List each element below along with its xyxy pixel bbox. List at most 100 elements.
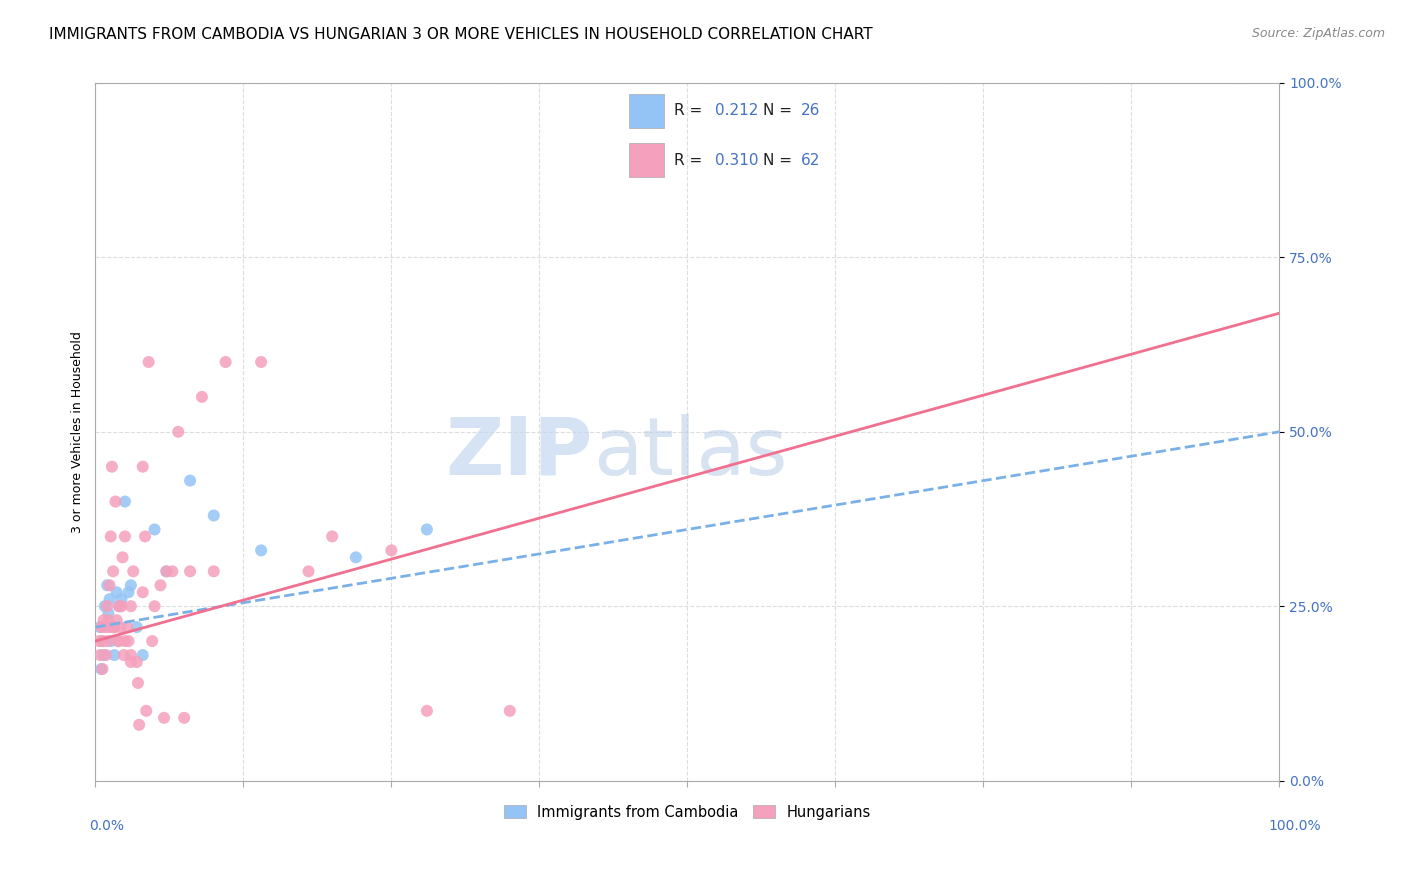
Point (132, 459, 155, 474)
Point (93, 613, 115, 627)
Point (297, 564, 319, 578)
Point (120, 599, 142, 614)
Point (91, 634, 114, 648)
Point (110, 620, 132, 634)
Point (132, 585, 155, 599)
Point (127, 676, 149, 690)
Point (117, 585, 139, 599)
Point (149, 578, 172, 592)
Point (132, 648, 155, 662)
Point (162, 564, 184, 578)
Point (416, 523, 439, 537)
Point (101, 564, 124, 578)
Point (111, 550, 134, 565)
Point (100, 529, 122, 543)
Point (120, 648, 142, 662)
Point (97, 613, 120, 627)
Point (101, 459, 124, 474)
Point (155, 564, 177, 578)
Point (344, 550, 367, 565)
Text: Source: ZipAtlas.com: Source: ZipAtlas.com (1251, 27, 1385, 40)
Point (96, 634, 118, 648)
Point (96, 599, 118, 614)
Point (91, 634, 114, 648)
Point (87, 634, 110, 648)
Point (101, 620, 124, 634)
Point (250, 543, 273, 558)
Point (214, 355, 236, 369)
Point (103, 620, 125, 634)
Point (134, 529, 156, 543)
Point (141, 634, 163, 648)
Text: atlas: atlas (593, 414, 787, 491)
Point (122, 564, 145, 578)
Point (120, 655, 142, 669)
Text: ZIP: ZIP (446, 414, 593, 491)
Text: N =: N = (763, 153, 797, 168)
Point (380, 543, 402, 558)
Point (108, 634, 131, 648)
Point (128, 718, 150, 732)
Y-axis label: 3 or more Vehicles in Household: 3 or more Vehicles in Household (72, 331, 84, 533)
Point (101, 620, 124, 634)
Point (153, 711, 176, 725)
FancyBboxPatch shape (628, 94, 664, 128)
Text: 0.310: 0.310 (714, 153, 758, 168)
Point (155, 564, 177, 578)
Point (110, 599, 132, 614)
Point (114, 529, 136, 543)
Point (112, 648, 135, 662)
Point (202, 508, 225, 523)
Text: 62: 62 (801, 153, 820, 168)
Text: R =: R = (675, 153, 707, 168)
Point (108, 599, 131, 614)
Point (89, 620, 111, 634)
Point (114, 634, 136, 648)
Text: 0.0%: 0.0% (90, 819, 124, 833)
Point (125, 620, 148, 634)
Point (143, 523, 166, 537)
Point (179, 474, 201, 488)
Point (125, 655, 148, 669)
Point (114, 494, 136, 508)
Point (98, 578, 121, 592)
Point (117, 620, 139, 634)
Point (499, 704, 522, 718)
Point (90, 662, 112, 676)
Point (117, 634, 139, 648)
Point (105, 613, 128, 627)
Point (167, 425, 190, 439)
Point (105, 585, 128, 599)
Point (93, 648, 115, 662)
Point (89, 648, 111, 662)
Point (138, 355, 160, 369)
Text: R =: R = (675, 103, 707, 119)
Point (104, 494, 127, 508)
Point (103, 648, 125, 662)
Text: 100.0%: 100.0% (1268, 819, 1320, 833)
Point (94, 620, 117, 634)
FancyBboxPatch shape (628, 144, 664, 177)
Point (91, 662, 114, 676)
Text: N =: N = (763, 103, 797, 119)
Text: IMMIGRANTS FROM CAMBODIA VS HUNGARIAN 3 OR MORE VEHICLES IN HOUSEHOLD CORRELATIO: IMMIGRANTS FROM CAMBODIA VS HUNGARIAN 3 … (49, 27, 873, 42)
Point (110, 592, 132, 607)
Point (97, 606, 120, 620)
Point (90, 620, 112, 634)
Point (202, 564, 225, 578)
Point (173, 711, 195, 725)
Point (250, 355, 273, 369)
Point (100, 634, 122, 648)
Point (107, 634, 129, 648)
Point (103, 620, 125, 634)
Point (135, 704, 157, 718)
Point (143, 599, 166, 614)
Point (179, 564, 201, 578)
Point (94, 648, 117, 662)
Point (120, 578, 142, 592)
Text: 0.212: 0.212 (714, 103, 758, 119)
Point (321, 529, 343, 543)
Point (97, 620, 120, 634)
Text: 26: 26 (801, 103, 820, 119)
Point (191, 390, 214, 404)
